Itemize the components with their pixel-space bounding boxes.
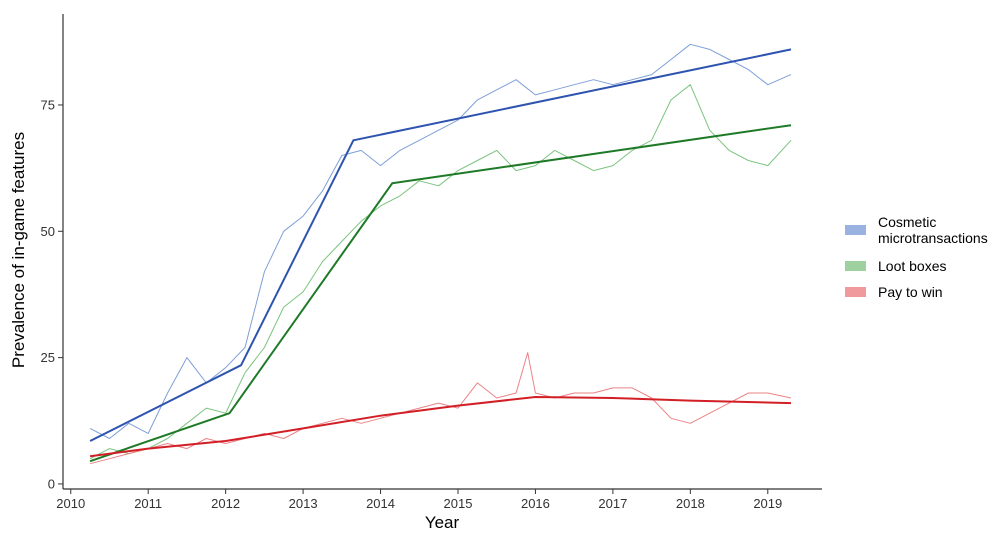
axes: 2010 2011 2012 2013 2014 2015 2016 2017 2018 2019… (41, 14, 822, 511)
y-tick-label: 0 (48, 476, 55, 491)
legend-label: Loot boxes (878, 258, 947, 274)
x-tick-label: 2014 (366, 496, 395, 511)
y-ticks: 0 25 50 75 (41, 97, 63, 491)
y-tick-label: 25 (41, 350, 55, 365)
y-axis-title: Prevalence of in-game features (9, 132, 28, 368)
cosmetic-microtransactions-raw-line (89, 43, 792, 439)
cosmetic-microtransactions-trend-line (89, 48, 792, 442)
x-axis-title: Year (425, 513, 460, 532)
x-tick-label: 2017 (598, 496, 627, 511)
plot-area (89, 43, 792, 465)
legend-swatch (845, 225, 866, 235)
y-tick-label: 50 (41, 224, 55, 239)
pay-to-win-raw-line (89, 352, 792, 465)
x-tick-label: 2018 (676, 496, 705, 511)
x-tick-label: 2012 (211, 496, 240, 511)
loot-boxes-raw-line (89, 84, 792, 460)
legend-label: Cosmetic (878, 214, 936, 230)
x-tick-label: 2019 (753, 496, 782, 511)
x-tick-label: 2016 (521, 496, 550, 511)
loot-boxes-trend-line (89, 124, 792, 463)
legend-label: Pay to win (878, 284, 943, 300)
x-tick-label: 2015 (444, 496, 473, 511)
y-tick-label: 75 (41, 97, 55, 112)
legend-swatch (845, 261, 866, 271)
legend-item-pay-to-win: Pay to win (845, 284, 943, 300)
legend-swatch (845, 287, 866, 297)
pay-to-win-trend-line (89, 396, 792, 458)
legend-label: microtransactions (878, 230, 988, 246)
x-tick-label: 2011 (134, 496, 162, 511)
x-tick-label: 2013 (289, 496, 318, 511)
legend-item-loot-boxes: Loot boxes (845, 258, 947, 274)
x-ticks: 2010 2011 2012 2013 2014 2015 2016 2017 2018 2019 (56, 489, 782, 511)
x-tick-label: 2010 (56, 496, 85, 511)
